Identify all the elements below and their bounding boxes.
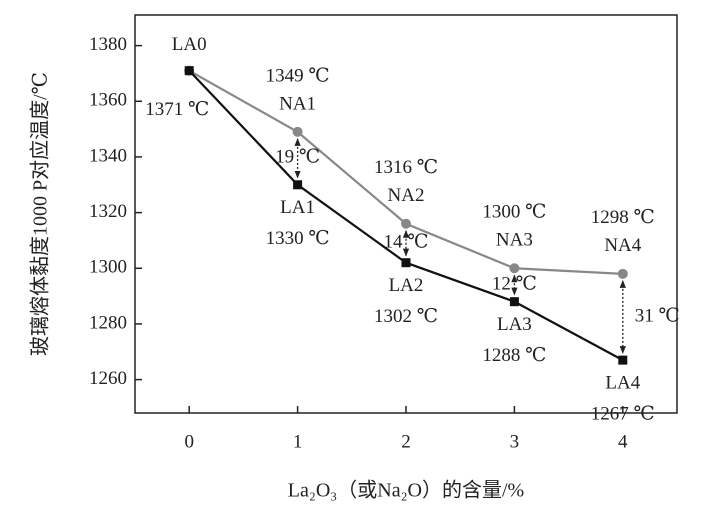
point — [401, 258, 411, 268]
x-axis-label: La₂O₃（或Na₂O）的含量/% — [288, 479, 524, 502]
point-name: LA3 — [497, 314, 532, 335]
value-label: 1316 ℃ — [374, 157, 438, 178]
point-name: NA1 — [279, 93, 316, 114]
point — [509, 297, 519, 307]
point-name: LA4 — [605, 372, 640, 393]
point-name: NA3 — [496, 230, 533, 251]
point — [184, 66, 194, 76]
difference-label: 31 ℃ — [635, 305, 680, 326]
point — [509, 263, 520, 274]
value-label: 1330 ℃ — [266, 228, 330, 249]
point-name: LA1 — [280, 197, 315, 218]
point-name: LA0 — [172, 34, 207, 55]
y-tick-label: 1260 — [89, 368, 127, 389]
point-name: NA2 — [388, 185, 425, 206]
difference-label: 12 ℃ — [492, 273, 537, 294]
y-tick-label: 1280 — [89, 312, 127, 333]
value-label: 1302 ℃ — [374, 306, 438, 327]
point — [617, 268, 628, 279]
point-name: LA2 — [389, 275, 424, 296]
x-tick-label: 2 — [401, 431, 411, 452]
x-tick-label: 1 — [293, 431, 303, 452]
y-tick-label: 1300 — [89, 257, 127, 278]
x-tick-label: 4 — [618, 431, 628, 452]
value-label: 1298 ℃ — [591, 207, 655, 228]
value-label: 1300 ℃ — [482, 202, 546, 223]
point — [292, 126, 303, 137]
point — [293, 180, 303, 190]
y-tick-label: 1340 — [89, 145, 127, 166]
value-label: 1371 ℃ — [145, 99, 209, 120]
point — [618, 355, 628, 365]
y-tick-label: 1380 — [89, 34, 127, 55]
x-tick-label: 0 — [184, 431, 194, 452]
y-tick-label: 1320 — [89, 201, 127, 222]
value-label: 1349 ℃ — [266, 65, 330, 86]
value-label: 1288 ℃ — [482, 345, 546, 366]
difference-label: 14 ℃ — [383, 232, 428, 253]
value-label: 1267 ℃ — [591, 403, 655, 424]
y-tick-label: 1360 — [89, 90, 127, 111]
y-axis-label: 玻璃熔体黏度1000 P对应温度/℃ — [29, 72, 52, 356]
difference-label: 19 ℃ — [275, 147, 320, 168]
x-tick-label: 3 — [510, 431, 520, 452]
point-name: NA4 — [604, 235, 641, 256]
point — [401, 218, 411, 229]
